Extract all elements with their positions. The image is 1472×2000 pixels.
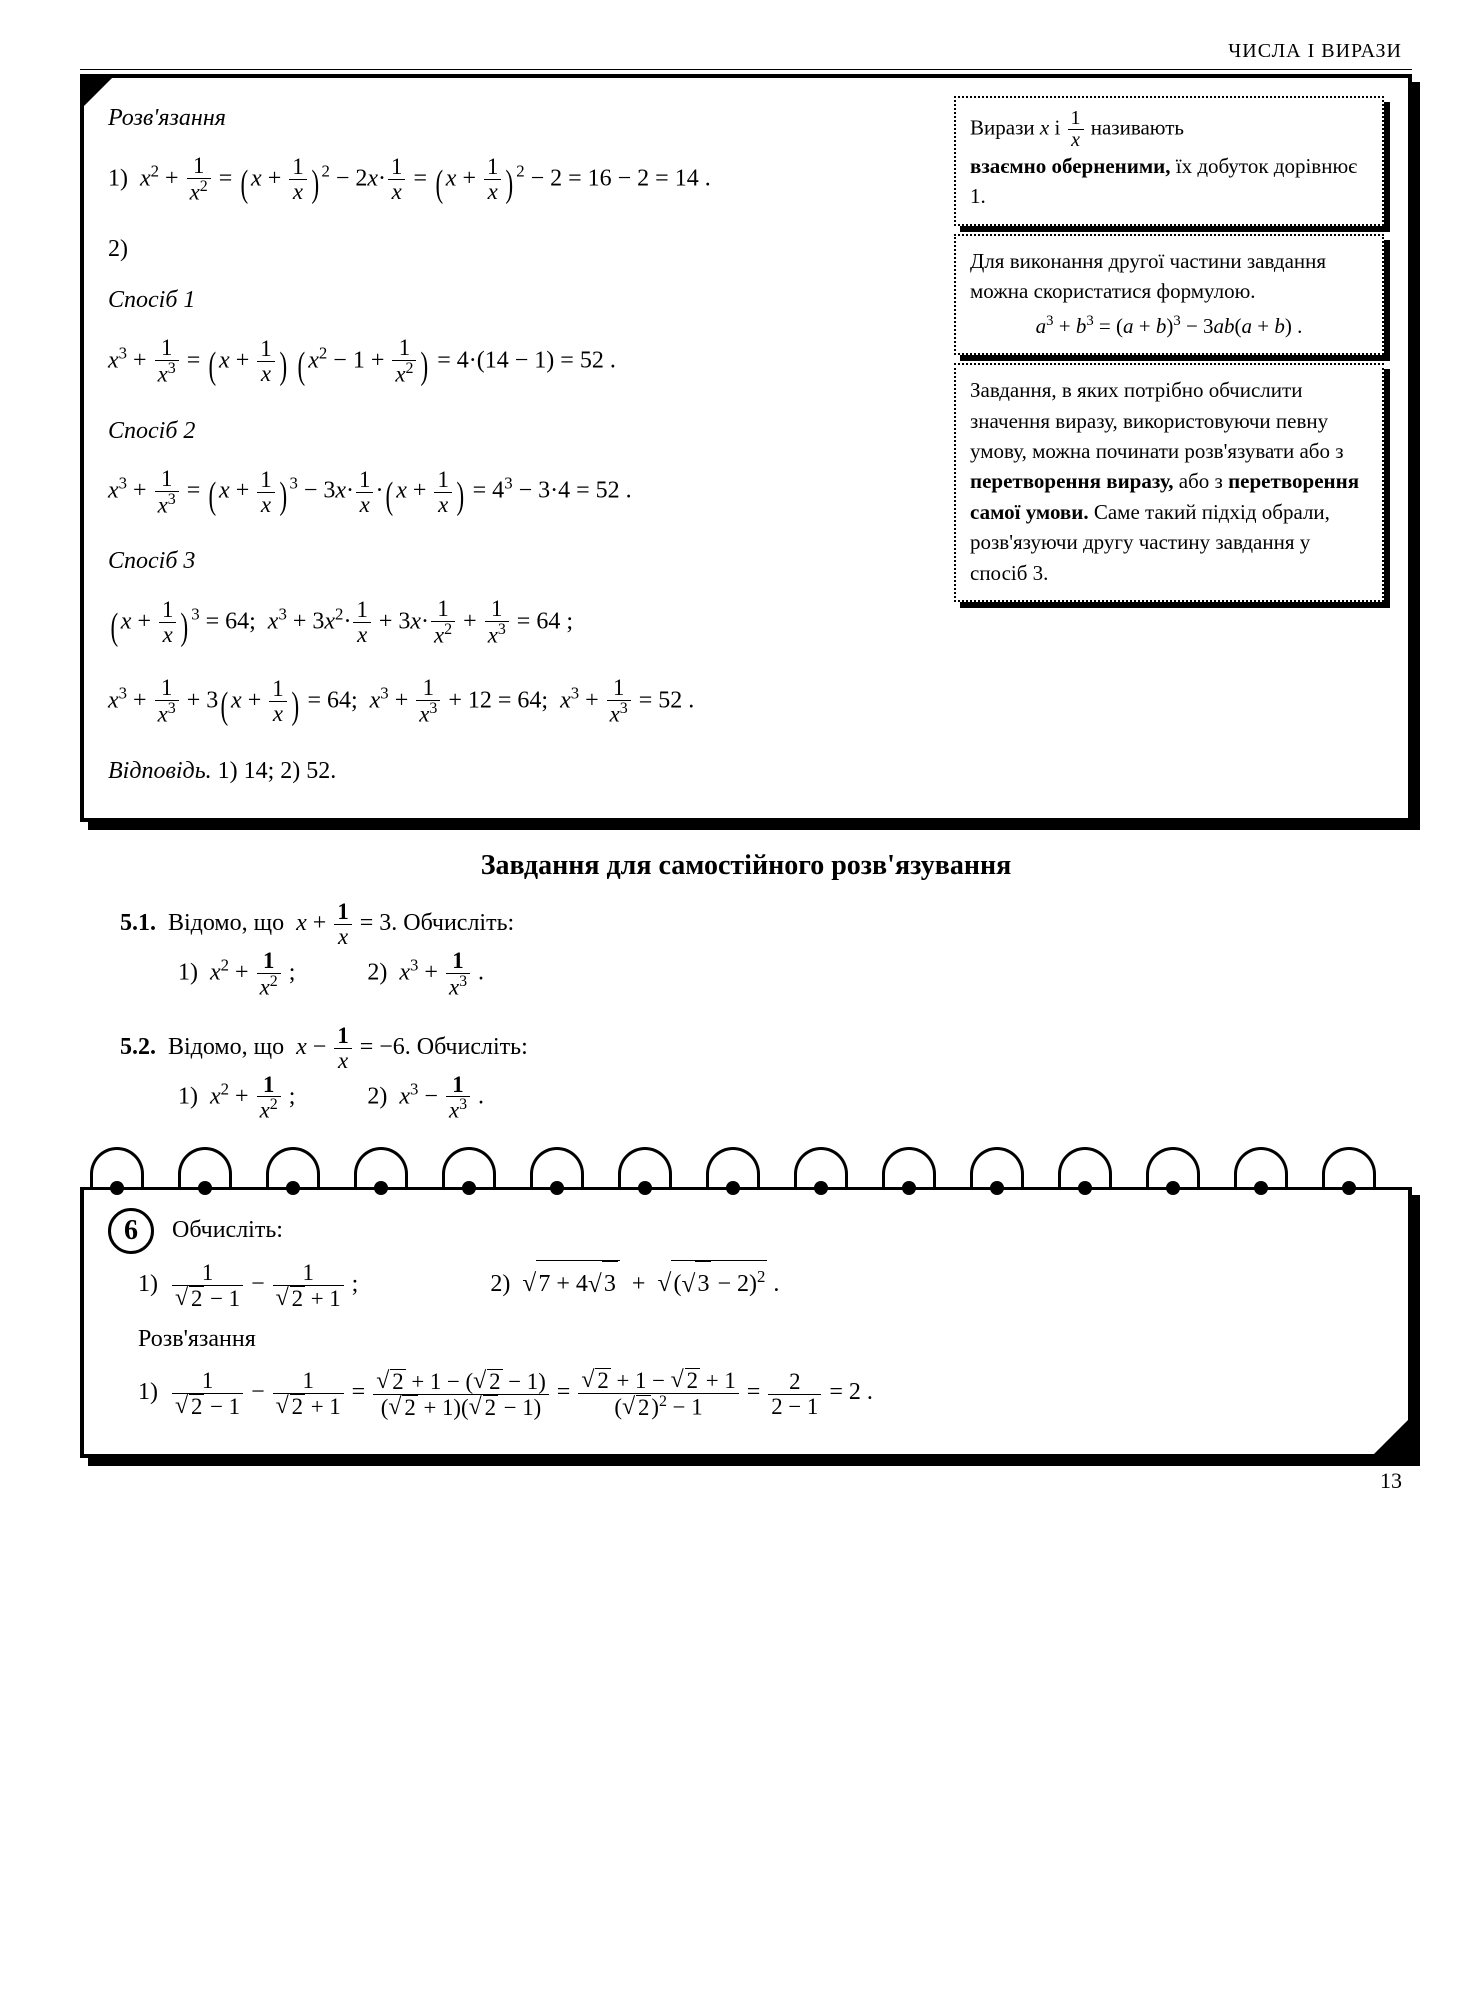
note3-a: Завдання, в яких потрібно обчислити знач… [970, 378, 1344, 463]
method-3-line-2: x3 + 1x3 + 3(x + 1x) = 64; x3 + 1x3 + 12… [108, 670, 944, 743]
problem-prompt: Обчисліть: [172, 1217, 283, 1243]
corner-triangle-br-icon [1370, 1416, 1412, 1458]
task-5-1: 5.1. Відомо, що x + 1x = 3. Обчисліть: 1… [120, 900, 1412, 999]
corner-triangle-icon [80, 74, 116, 110]
problem-6-solution-1: 1) 12 − 1 − 12 + 1 = 2 + 1 − (2 − 1) (2 … [138, 1368, 1384, 1419]
header-rule [80, 69, 1412, 70]
method-2-label: Спосіб 2 [108, 409, 944, 455]
solution-label: Розв'язання [138, 1317, 1384, 1363]
task-5-1-options: 1) x2 + 1x2 ; 2) x3 + 1x3 . [178, 949, 1412, 999]
page-number: 13 [80, 1468, 1412, 1494]
item-2-label: 2) [108, 227, 944, 273]
task-5-2: 5.2. Відомо, що x − 1x = −6. Обчисліть: … [120, 1024, 1412, 1123]
method-3-line-1: (x + 1x)3 = 64; x3 + 3x2·1x + 3x·1x2 + 1… [108, 591, 944, 664]
section-label: ЧИСЛА І ВИРАЗИ [80, 40, 1412, 63]
method-1-expr: x3 + 1x3 = (x + 1x) (x2 − 1 + 1x2) = 4·(… [108, 330, 944, 403]
solution-line-1: 1) x2 + 1x2 = (x + 1x)2 − 2x·1x = (x + 1… [108, 148, 944, 221]
task-5-2-options: 1) x2 + 1x2 ; 2) x3 − 1x3 . [178, 1073, 1412, 1123]
answer-line: Відповідь. 1) 14; 2) 52. [108, 749, 944, 795]
note1-part-c: називають [1091, 115, 1184, 139]
answer-text: 1) 14; 2) 52. [218, 758, 337, 784]
problem-number-badge: 6 [108, 1208, 154, 1254]
note2-text: Для виконання другої частини завдання мо… [970, 249, 1326, 303]
task-num: 5.2. [120, 1034, 156, 1060]
solution-left-column: Розв'язання 1) x2 + 1x2 = (x + 1x)2 − 2x… [108, 96, 944, 800]
note3-mid: або з [1179, 469, 1228, 493]
note-card-1: Вирази x і 1x називають взаємно обернени… [954, 96, 1384, 226]
solution-title: Розв'язання [108, 96, 944, 142]
problem-box-6: 6 Обчисліть: 1) 12 − 1 − 12 + 1 ; 2) 7 +… [80, 1187, 1412, 1458]
tasks-heading: Завдання для самостійного розв'язування [80, 850, 1412, 882]
solution-box-1: Розв'язання 1) x2 + 1x2 = (x + 1x)2 − 2x… [80, 74, 1412, 822]
answer-label: Відповідь. [108, 758, 212, 784]
task-num: 5.1. [120, 910, 156, 936]
note1-part-b: і [1054, 115, 1065, 139]
notes-column: Вирази x і 1x називають взаємно обернени… [954, 96, 1384, 800]
spiral-binder-icon [80, 1147, 1412, 1187]
problem-header: 6 Обчисліть: [108, 1208, 1384, 1254]
note2-formula: a3 + b3 = (a + b)3 − 3ab(a + b) . [970, 311, 1368, 341]
item-num: 1) [108, 165, 128, 191]
method-1-label: Спосіб 1 [108, 278, 944, 324]
problem-6-items: 1) 12 − 1 − 12 + 1 ; 2) 7 + 43 + (3 − 2)… [138, 1260, 1384, 1310]
note3-b1: перетворення виразу, [970, 469, 1174, 493]
method-3-label: Спосіб 3 [108, 539, 944, 585]
note1-bold: взаємно оберненими, [970, 154, 1171, 178]
method-2-expr: x3 + 1x3 = (x + 1x)3 − 3x·1x·(x + 1x) = … [108, 460, 944, 533]
note1-part-a: Вирази [970, 115, 1040, 139]
note-card-3: Завдання, в яких потрібно обчислити знач… [954, 363, 1384, 602]
page: ЧИСЛА І ВИРАЗИ Розв'язання 1) x2 + 1x2 =… [0, 0, 1472, 2000]
note-card-2: Для виконання другої частини завдання мо… [954, 234, 1384, 355]
